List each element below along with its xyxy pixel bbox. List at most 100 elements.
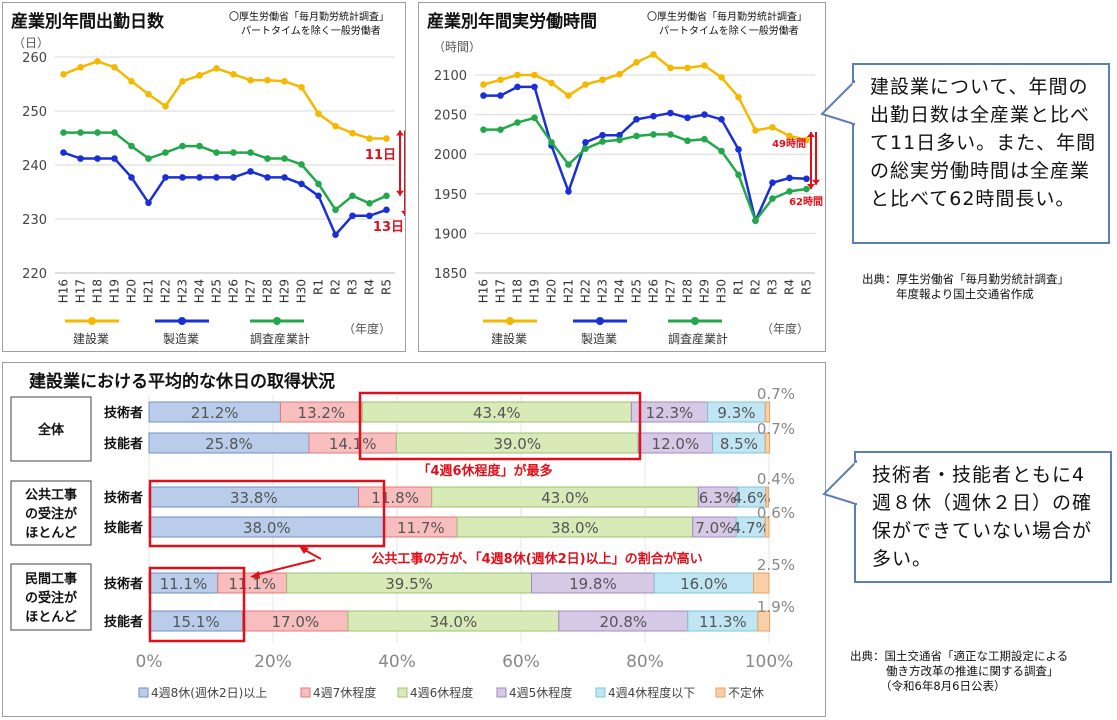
hours-diff-arrowhead [807, 131, 815, 137]
hours-xtick-label: H27 [664, 279, 678, 303]
hours-legend-label-0: 建設業 [491, 331, 527, 346]
days-series-1-line [63, 151, 387, 237]
hours-chart-unit: （時間） [433, 40, 481, 54]
hours-series-0-point [769, 123, 776, 131]
hours-series-0-point [480, 81, 487, 88]
days-series-2-point [111, 129, 118, 136]
days-xtick-label: H26 [227, 279, 241, 303]
holiday-bar-value-label: 11.8% [371, 489, 419, 507]
holiday-legend-label-1: 4週7休程度 [313, 685, 376, 700]
hours-series-1-point [786, 174, 793, 182]
days-xtick-label: H22 [159, 279, 173, 303]
hours-series-2-point [514, 119, 521, 126]
hours-series-0-point [735, 93, 742, 101]
callout-top-text: 建設業について、年間の出勤日数は全産業と比べて11日多い。また、年間の総実労働時… [870, 76, 1097, 210]
holiday-chart-panel: 建設業における平均的な休日の取得状況 0% 20% 40% 60% 80% 100% 全体公… [2, 362, 826, 717]
hours-legend-label-1: 製造業 [581, 332, 617, 346]
hours-ytick-label: 2100 [434, 69, 467, 84]
days-series-1-point [162, 174, 169, 181]
hours-series-0-point [599, 76, 606, 84]
days-series-0-point [332, 122, 339, 130]
days-series-0-point [366, 135, 373, 142]
holiday-bar-value-label-small: 0.7% [757, 385, 795, 403]
hours-series-2-point [650, 131, 657, 138]
hours-series-1-point [599, 131, 606, 139]
days-series-1-point [145, 199, 152, 207]
days-series-1-point [281, 174, 288, 181]
holiday-row-label: 技能者 [104, 520, 143, 536]
days-series-2-line [63, 131, 388, 212]
days-xtick-label: H19 [108, 279, 122, 303]
hours-series-2-point [718, 147, 725, 155]
days-series-2-point [264, 155, 271, 162]
days-xtick-label: H16 [57, 279, 71, 303]
days-series-1-point [349, 212, 356, 220]
days-series-0-point [94, 58, 101, 65]
hours-xtick-label: R2 [749, 279, 763, 295]
days-ytick-label: 230 [22, 213, 47, 228]
hours-series-0-point [497, 76, 504, 84]
callout-top-tail [820, 80, 856, 126]
callout-bottom-text: 技術者・技能者ともに4週８休（週休２日）の確保ができていない場合が多い。 [872, 464, 1093, 570]
holiday-bar-segment [757, 610, 771, 632]
hours-xtick-label: R5 [800, 279, 814, 295]
days-series-2-point [179, 142, 186, 150]
days-series-0-point [264, 76, 271, 84]
hours-series-0-point [633, 59, 640, 66]
days-legend-label-0: 建設業 [73, 331, 109, 346]
hours-series-2-point [684, 137, 691, 145]
holiday-group-label: の受注が [25, 506, 77, 522]
holiday-row-label: 技術者 [104, 490, 143, 506]
days-series-1-point [179, 174, 186, 181]
hours-series-1-point [650, 112, 657, 120]
hours-series-0-point [616, 70, 623, 78]
hours-series-2-point [803, 185, 810, 193]
days-xtick-label: H23 [176, 279, 190, 303]
hours-chart-xunit: （年度） [761, 321, 809, 336]
annotation-arrow-down [254, 559, 316, 576]
holiday-bar-value-label: 4.7% [732, 519, 770, 537]
hours-legend-marker-2 [691, 317, 699, 325]
hours-series-2-point [786, 188, 793, 195]
holiday-bar-value-label-small: 0.4% [757, 470, 795, 488]
days-diff-arrowhead [396, 190, 404, 196]
holiday-bar-value-label: 11.3% [699, 613, 747, 631]
holiday-legend-swatch-0 [138, 687, 149, 698]
days-series-2-point [145, 155, 152, 162]
days-legend-marker-2 [273, 317, 281, 325]
hours-series-1-point [531, 83, 538, 91]
hours-series-0-point [565, 92, 572, 99]
hours-ytick-label: 2000 [434, 148, 467, 163]
hours-series-2-point [667, 131, 674, 138]
hours-ytick-label: 1950 [434, 188, 467, 203]
hours-ytick-label: 1850 [434, 267, 467, 282]
days-series-1-point [94, 155, 101, 162]
holiday-group-label: ほとんど [25, 526, 77, 541]
holiday-bar-segment [764, 516, 770, 538]
days-chart-unit: （日） [13, 36, 49, 50]
hours-xtick-label: H21 [562, 279, 576, 303]
holiday-legend-label-3: 4週5休程度 [509, 685, 572, 700]
holiday-bar-value-label: 19.8% [569, 575, 617, 593]
days-legend-label-1: 製造業 [163, 332, 199, 346]
days-xtick-label: R3 [346, 279, 360, 295]
days-line-chart: 産業別年間出勤日数 〇厚生労働省「毎月勤労統計調査」 パートタイムを除く一般労働… [11, 10, 409, 346]
days-series-0-point [349, 129, 356, 137]
hours-series-2-point [735, 171, 742, 179]
holiday-bar-value-label: 39.0% [493, 435, 541, 453]
source-top-line1: 出典：厚生労働省「毎月勤労統計調査」 [862, 272, 1069, 286]
days-xtick-label: R5 [380, 279, 394, 295]
source-bottom-line1: 出典：国土交通省「適正な工期設定による [850, 649, 1069, 663]
hours-series-1-point [701, 111, 708, 118]
hours-series-1-point [667, 109, 674, 117]
holiday-legend-swatch-3 [496, 687, 507, 698]
days-series-0-point [315, 110, 322, 117]
holiday-xtick-label: 20% [254, 652, 292, 672]
highlight-box-public [148, 479, 386, 548]
holiday-bar-value-label: 33.8% [230, 489, 278, 507]
hours-series-0-point [718, 74, 725, 81]
holiday-bar-segment [764, 401, 771, 423]
days-xtick-label: H18 [91, 279, 105, 303]
holiday-bar-value-label: 39.5% [385, 575, 433, 593]
hours-series-0-point [667, 64, 674, 72]
